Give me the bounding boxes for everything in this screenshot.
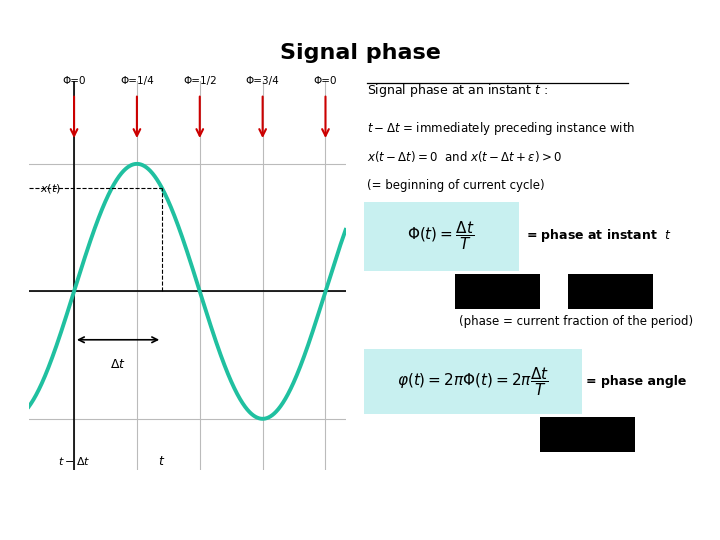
- Text: Signal phase: Signal phase: [279, 43, 441, 63]
- Text: Signals and Spectral Methods in Geoinformatics: Signals and Spectral Methods in Geoinfor…: [462, 523, 713, 533]
- Text: Φ=1/4: Φ=1/4: [120, 76, 154, 86]
- FancyBboxPatch shape: [568, 274, 653, 309]
- FancyBboxPatch shape: [364, 201, 518, 271]
- FancyBboxPatch shape: [540, 417, 635, 453]
- Text: = phase at instant  $t$: = phase at instant $t$: [526, 227, 672, 244]
- Text: $t$: $t$: [158, 455, 166, 468]
- Text: $\Delta t$: $\Delta t$: [110, 357, 126, 370]
- Text: $\varphi(t)=2\pi\Phi(t)=2\pi\dfrac{\Delta t}{T}$: $\varphi(t)=2\pi\Phi(t)=2\pi\dfrac{\Delt…: [397, 365, 549, 398]
- Text: Φ=0: Φ=0: [314, 76, 337, 86]
- FancyBboxPatch shape: [364, 349, 582, 414]
- Text: $\Phi(t)=\dfrac{\Delta t}{T}$: $\Phi(t)=\dfrac{\Delta t}{T}$: [408, 219, 475, 252]
- Text: (phase = current fraction of the period): (phase = current fraction of the period): [459, 315, 693, 328]
- Text: Φ=0: Φ=0: [63, 76, 86, 86]
- Text: $x(t-\Delta t)=0$  and $x(t-\Delta t+\varepsilon)>0$: $x(t-\Delta t)=0$ and $x(t-\Delta t+\var…: [367, 149, 562, 164]
- Text: (= beginning of current cycle): (= beginning of current cycle): [367, 179, 545, 192]
- Text: $t-\Delta t$: $t-\Delta t$: [58, 455, 90, 467]
- Text: Aristotle University of Thessaloniki – Department of Geodesy and Surveying: Aristotle University of Thessaloniki – D…: [7, 12, 404, 23]
- Text: A. Dermanis: A. Dermanis: [7, 523, 71, 533]
- Text: $x(t)$: $x(t)$: [40, 181, 61, 195]
- Text: = phase angle: = phase angle: [586, 375, 686, 388]
- Text: Φ=3/4: Φ=3/4: [246, 76, 279, 86]
- Text: Signal phase at an instant $t$ :: Signal phase at an instant $t$ :: [367, 82, 548, 99]
- Text: $t-\Delta t$ = immediately preceding instance with: $t-\Delta t$ = immediately preceding ins…: [367, 119, 635, 137]
- FancyBboxPatch shape: [455, 274, 540, 309]
- Text: Φ=1/2: Φ=1/2: [183, 76, 217, 86]
